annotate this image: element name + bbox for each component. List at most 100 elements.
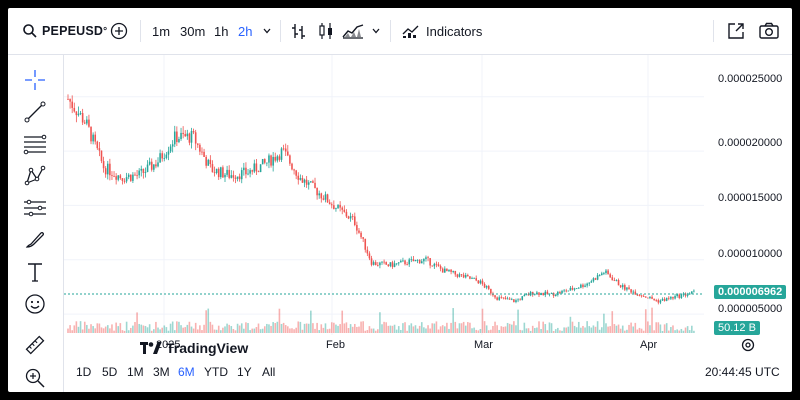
range-3m[interactable]: 3M xyxy=(153,365,170,379)
volume-bar xyxy=(247,323,249,333)
candle-body xyxy=(649,296,651,299)
volume-bar xyxy=(573,325,576,333)
candle-body xyxy=(326,194,329,203)
range-6m[interactable]: 6M xyxy=(178,365,195,379)
candle-body xyxy=(467,275,469,277)
trendline-tool[interactable] xyxy=(22,99,48,125)
volume-bar xyxy=(402,323,404,333)
candle-body xyxy=(92,134,94,142)
candle-body xyxy=(138,170,140,176)
fib-tool[interactable] xyxy=(22,131,48,157)
candle-body xyxy=(293,169,295,171)
volume-bar xyxy=(379,312,381,333)
candle-body xyxy=(508,298,511,300)
candle-body xyxy=(651,296,653,299)
interval-1h[interactable]: 1h xyxy=(214,23,229,39)
compare-symbol-button[interactable] xyxy=(108,8,130,54)
volume-bar xyxy=(109,328,111,333)
range-1y[interactable]: 1Y xyxy=(237,365,252,379)
volume-bar xyxy=(291,328,293,333)
volume-bar xyxy=(594,326,597,333)
utc-clock[interactable]: 20:44:45 UTC xyxy=(705,365,780,379)
price-chart[interactable] xyxy=(64,55,792,355)
volume-bar xyxy=(86,324,88,333)
volume-bar xyxy=(647,321,649,333)
interval-30m[interactable]: 30m xyxy=(180,23,206,39)
volume-bar xyxy=(289,328,291,333)
volume-bar xyxy=(607,326,609,333)
volume-bar xyxy=(104,326,107,333)
volume-bar xyxy=(385,322,387,333)
range-all[interactable]: All xyxy=(262,365,276,379)
volume-bar xyxy=(280,323,283,333)
candle-body xyxy=(180,132,182,140)
candle-body xyxy=(479,280,482,284)
chart-pane[interactable]: 0.000025000 0.000020000 0.000015000 0.00… xyxy=(64,55,792,358)
volume-bar xyxy=(226,323,228,333)
volume-bar xyxy=(251,328,254,333)
chart-settings-button[interactable] xyxy=(740,337,756,358)
candle-body xyxy=(312,181,314,183)
range-ytd[interactable]: YTD xyxy=(204,365,228,379)
candle-body xyxy=(228,169,230,178)
indicators-button[interactable]: Indicators xyxy=(402,8,482,54)
volume-bar xyxy=(596,321,599,333)
candle-body xyxy=(190,131,193,143)
candles-style-button[interactable] xyxy=(318,8,334,54)
candle-body xyxy=(343,209,346,212)
open-fullscreen-button[interactable] xyxy=(727,8,745,54)
volume-bar xyxy=(621,325,624,333)
candle-body xyxy=(372,262,375,265)
chart-type-dropdown[interactable] xyxy=(371,8,381,54)
volume-bar xyxy=(617,324,620,333)
volume-bar xyxy=(305,323,308,333)
volume-bar xyxy=(667,330,670,333)
volume-bar xyxy=(153,329,155,333)
volume-bar xyxy=(439,326,442,333)
range-5d[interactable]: 5D xyxy=(102,365,118,379)
brush-tool[interactable] xyxy=(22,227,48,253)
candle-body xyxy=(385,262,387,265)
tradingview-logo[interactable]: TradingView xyxy=(136,338,253,358)
volume-bar xyxy=(565,327,568,333)
text-tool[interactable] xyxy=(22,259,48,285)
volume-bar xyxy=(73,325,76,333)
volume-bar xyxy=(678,330,681,333)
candle-body xyxy=(429,258,431,266)
volume-bar xyxy=(345,322,348,333)
volume-bar xyxy=(456,328,459,333)
candle-body xyxy=(307,182,310,185)
zoom-tool[interactable] xyxy=(22,365,48,391)
candle-body xyxy=(270,155,272,166)
candle-body xyxy=(487,286,490,289)
range-1m[interactable]: 1M xyxy=(127,365,144,379)
candle-body xyxy=(199,144,201,152)
bar-style-button[interactable] xyxy=(291,8,307,54)
symbol-search[interactable]: PEPEUSD ° xyxy=(22,8,107,54)
crosshair-tool[interactable] xyxy=(22,67,48,93)
interval-dropdown[interactable] xyxy=(262,8,272,54)
interval-1m[interactable]: 1m xyxy=(152,23,171,39)
candle-body xyxy=(165,154,168,159)
measure-lines-tool[interactable] xyxy=(22,195,48,221)
candle-body xyxy=(588,282,591,284)
snapshot-button[interactable] xyxy=(759,8,779,54)
candle-body xyxy=(316,187,318,196)
chevron-down-icon xyxy=(263,28,271,34)
ruler-tool[interactable] xyxy=(22,332,48,358)
candle-body xyxy=(657,300,660,303)
pattern-tool[interactable] xyxy=(22,163,48,189)
candle-body xyxy=(389,262,392,266)
candle-body xyxy=(667,297,670,299)
volume-bar xyxy=(460,323,463,333)
candle-body xyxy=(448,269,450,272)
area-style-button[interactable] xyxy=(342,8,364,54)
candle-body xyxy=(276,156,279,161)
candle-body xyxy=(230,175,233,178)
volume-bar xyxy=(624,330,626,333)
interval-2h[interactable]: 2h xyxy=(238,23,253,39)
emoji-tool[interactable] xyxy=(22,291,48,317)
candle-body xyxy=(251,170,254,172)
volume-bar xyxy=(613,324,616,333)
range-1d[interactable]: 1D xyxy=(76,365,92,379)
